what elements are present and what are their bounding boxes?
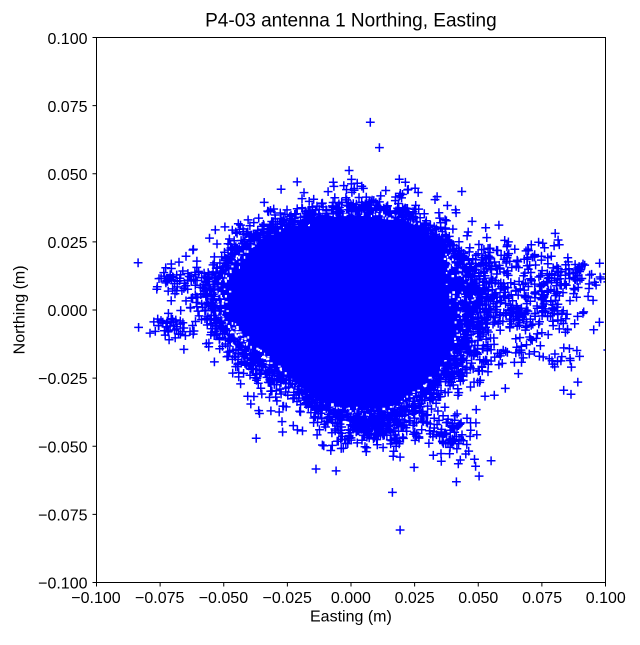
svg-text:0.050: 0.050 xyxy=(458,590,498,607)
svg-text:0.025: 0.025 xyxy=(395,590,435,607)
svg-text:−0.025: −0.025 xyxy=(263,590,312,607)
svg-text:0.050: 0.050 xyxy=(47,167,87,184)
svg-text:−0.025: −0.025 xyxy=(38,371,87,388)
svg-text:0.075: 0.075 xyxy=(47,99,87,116)
svg-text:0.100: 0.100 xyxy=(586,590,626,607)
svg-text:0.000: 0.000 xyxy=(47,303,87,320)
svg-text:−0.050: −0.050 xyxy=(38,439,87,456)
svg-text:0.075: 0.075 xyxy=(522,590,562,607)
svg-text:−0.075: −0.075 xyxy=(38,507,87,524)
svg-text:0.025: 0.025 xyxy=(47,235,87,252)
svg-text:0.000: 0.000 xyxy=(331,590,371,607)
svg-text:Easting (m): Easting (m) xyxy=(310,609,392,626)
svg-text:−0.100: −0.100 xyxy=(38,576,87,593)
svg-text:0.100: 0.100 xyxy=(47,31,87,48)
svg-text:−0.100: −0.100 xyxy=(71,590,120,607)
svg-text:−0.075: −0.075 xyxy=(135,590,184,607)
svg-text:P4-03 antenna 1 Northing, East: P4-03 antenna 1 Northing, Easting xyxy=(205,11,497,32)
svg-text:−0.050: −0.050 xyxy=(199,590,248,607)
svg-text:Northing (m): Northing (m) xyxy=(12,265,29,354)
